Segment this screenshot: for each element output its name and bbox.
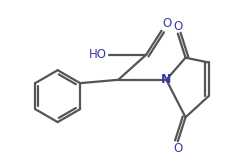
Text: N: N [161, 73, 171, 86]
Text: HO: HO [89, 48, 107, 61]
Text: O: O [173, 142, 183, 155]
Text: O: O [162, 17, 172, 30]
Text: O: O [173, 20, 183, 33]
